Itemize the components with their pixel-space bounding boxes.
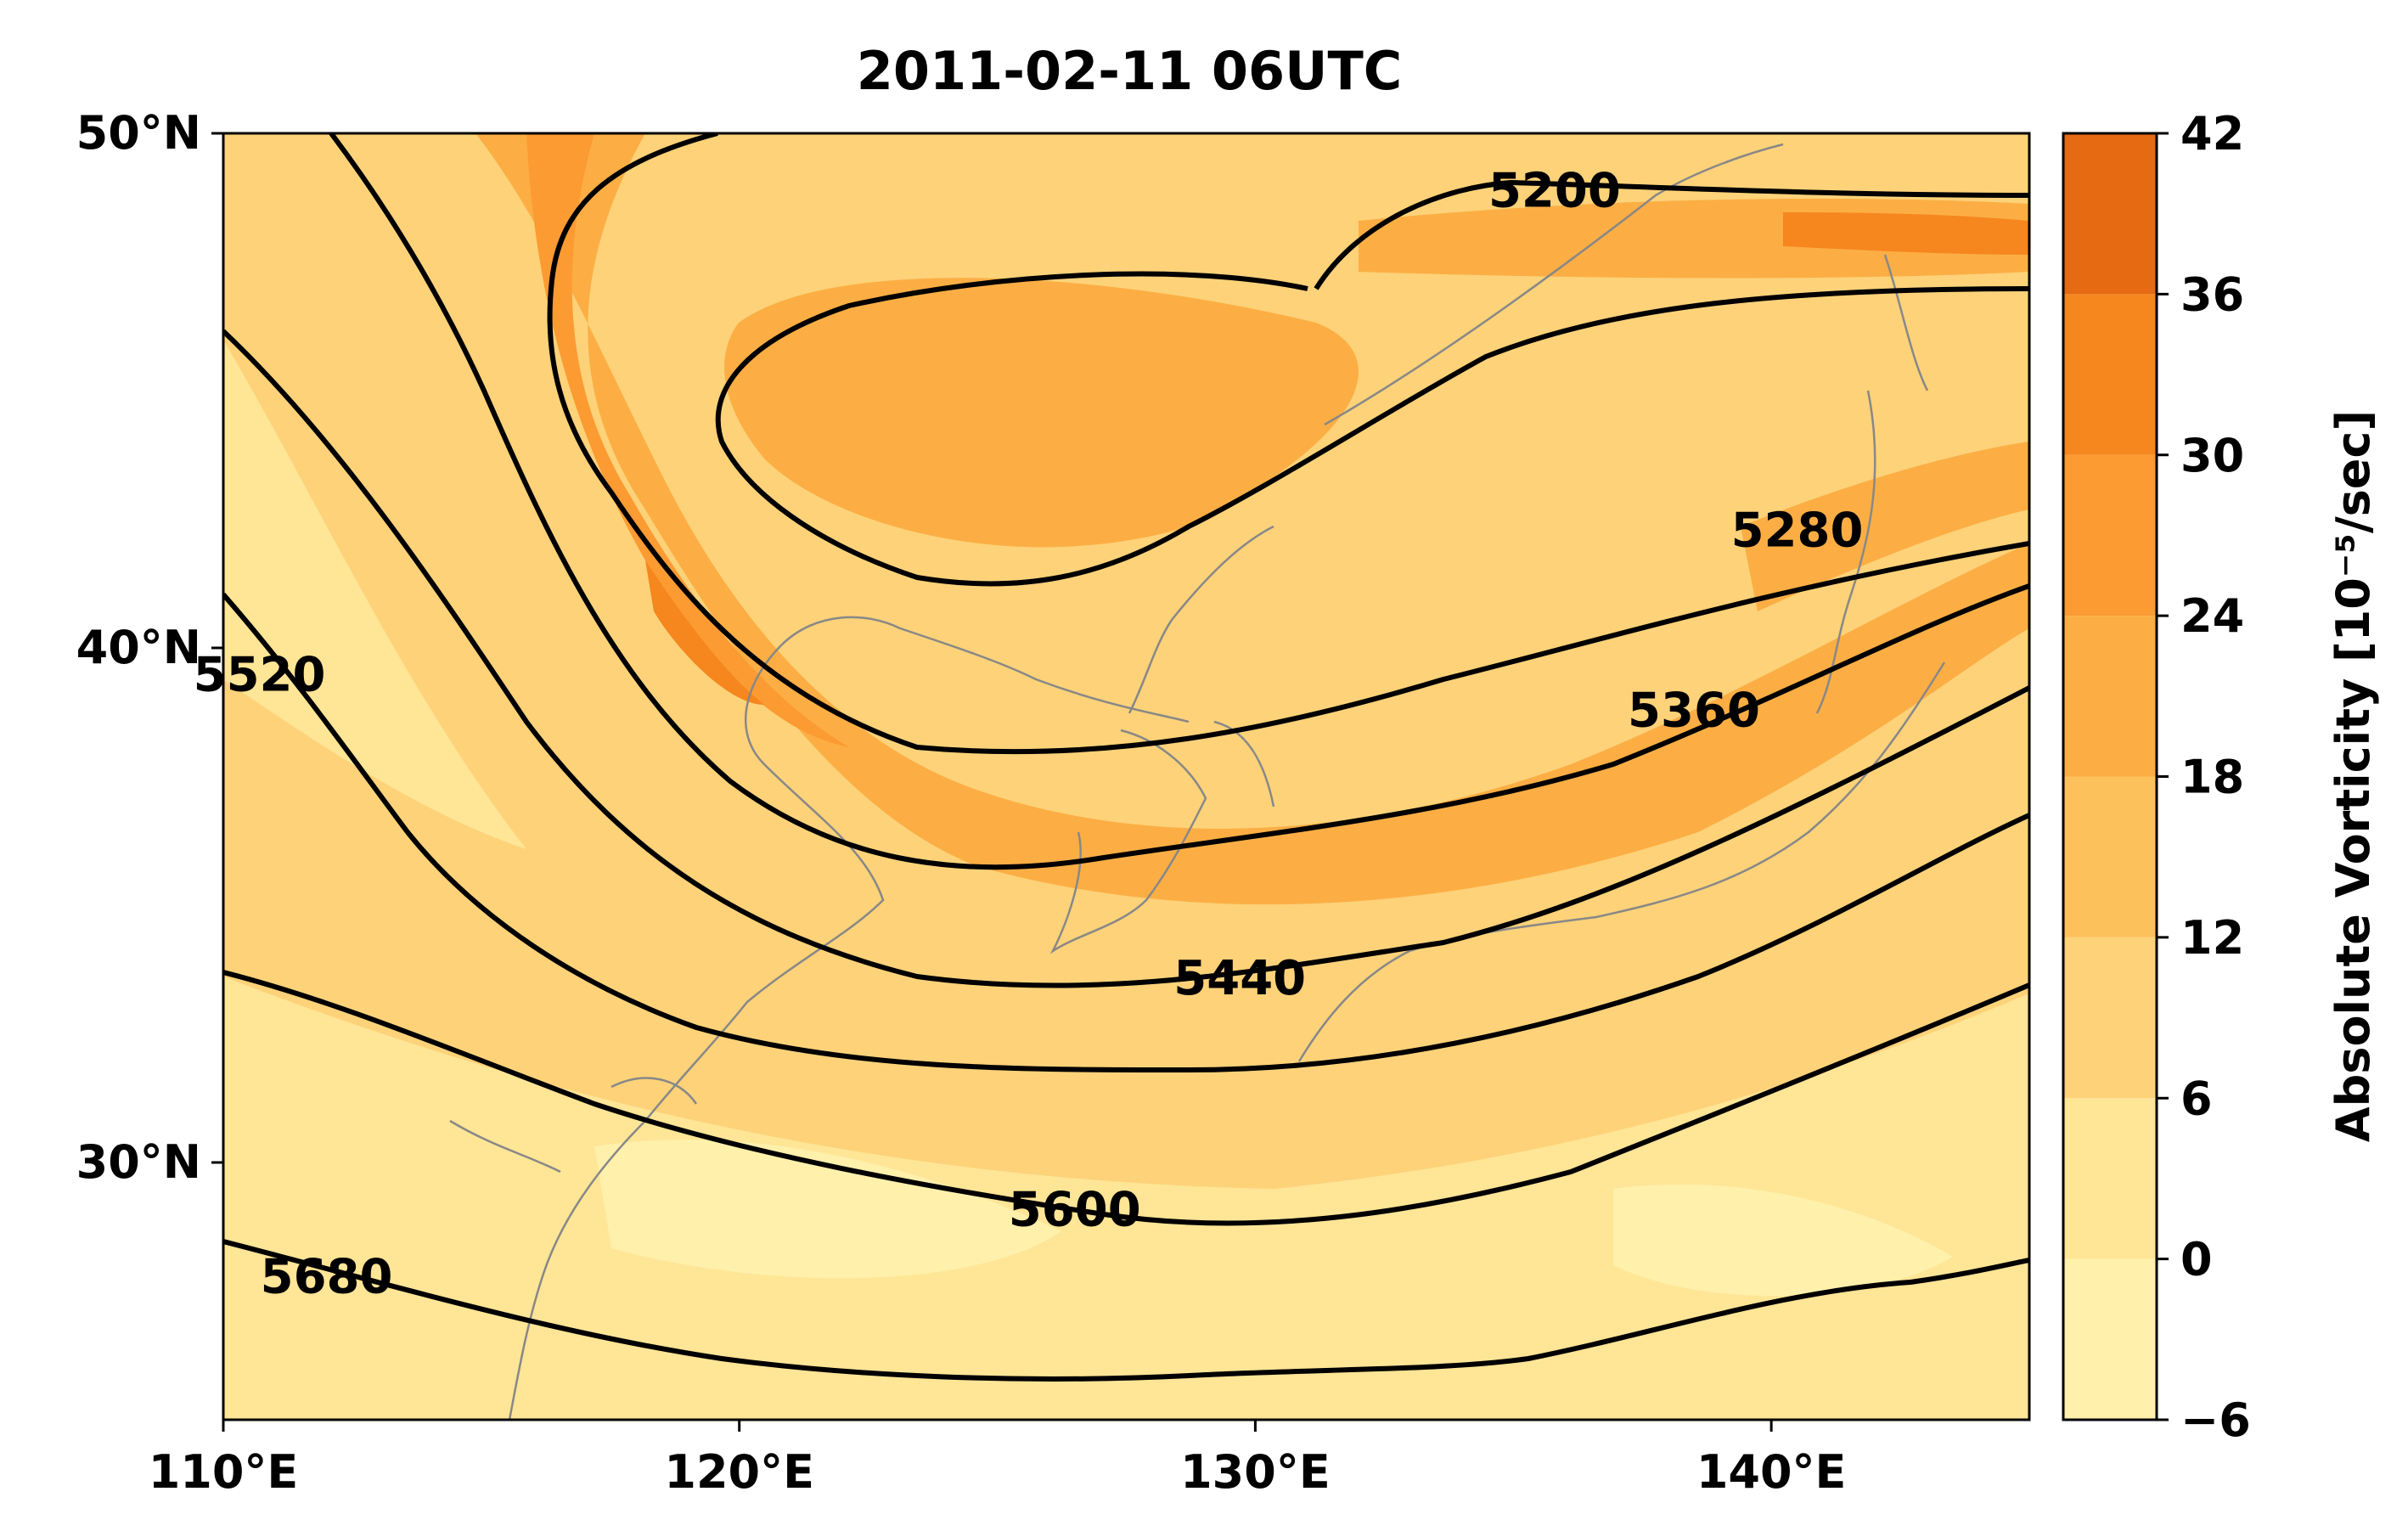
- colorbar-tick-label: 24: [2180, 589, 2244, 643]
- x-tick-label: 120°E: [664, 1445, 814, 1499]
- colorbar-tick-label: 42: [2180, 107, 2244, 160]
- colorbar-tick-label: 12: [2180, 911, 2244, 965]
- contour-label-5600: 5600: [1009, 1183, 1141, 1238]
- colorbar-segment: [2063, 133, 2157, 295]
- colorbar-tick-label: −6: [2180, 1393, 2251, 1447]
- colorbar-tick-label: 36: [2180, 267, 2244, 321]
- x-tick-label: 140°E: [1696, 1445, 1847, 1499]
- contour-line-5360: [329, 133, 2029, 870]
- contour-label-5200: 5200: [1488, 164, 1621, 219]
- contour-line-5680: [223, 1239, 2029, 1382]
- y-tick-label: 30°N: [76, 1135, 201, 1189]
- vorticity-patch-lowest: [594, 1140, 1061, 1279]
- contour-line-5520: [223, 593, 2029, 1073]
- x-tick-label: 130°E: [1180, 1445, 1331, 1499]
- vorticity-jet-north-core: [1783, 212, 2029, 255]
- colorbar-ticks: −6 0 6 12 18 24 30 36 42: [2157, 107, 2251, 1447]
- colorbar-segment: [2063, 454, 2157, 616]
- y-tick-label: 40°N: [76, 621, 201, 674]
- y-axis-ticks: 50°N 40°N 30°N: [76, 106, 223, 1189]
- colorbar-label: Absolute Vorticity [10⁻⁵/sec]: [2326, 410, 2380, 1142]
- vorticity-band-low-west: [223, 340, 526, 849]
- contour-line-5440: [223, 329, 2029, 988]
- colorbar-tick-label: 30: [2180, 429, 2244, 482]
- colorbar-tick-label: 18: [2180, 751, 2244, 804]
- contour-label-5520: 5520: [194, 647, 326, 702]
- colorbar-tick-label: 0: [2180, 1233, 2213, 1286]
- x-axis-ticks: 110°E 120°E 130°E 140°E: [149, 1420, 1847, 1499]
- vorticity-patch-lowest-2: [1613, 1184, 1953, 1297]
- colorbar-segment: [2063, 937, 2157, 1099]
- colorbar-tick-label: 6: [2180, 1072, 2213, 1125]
- height-contours: [223, 133, 2029, 1382]
- contour-label-5280: 5280: [1731, 504, 1864, 559]
- x-tick-label: 110°E: [149, 1445, 299, 1499]
- map-area: [223, 133, 2029, 1420]
- contour-line-5200: [547, 133, 2029, 755]
- colorbar-segment: [2063, 1258, 2157, 1420]
- y-tick-label: 50°N: [76, 106, 201, 160]
- map-title: 2011-02-11 06UTC: [857, 40, 1403, 102]
- contour-line-5600: [223, 970, 2029, 1226]
- contour-line-5200-north: [1314, 179, 2029, 290]
- colorbar-segment: [2063, 776, 2157, 937]
- contour-label-5360: 5360: [1628, 684, 1760, 739]
- colorbar-segment: [2063, 616, 2157, 777]
- contour-label-5680: 5680: [261, 1249, 393, 1304]
- colorbar: [2063, 133, 2157, 1420]
- contour-labels: 5200 5280 5360 5440 5520 5600 5680: [194, 164, 1864, 1305]
- colorbar-segment: [2063, 294, 2157, 455]
- map-frame: [222, 132, 2031, 1421]
- coastlines: [449, 143, 1946, 1420]
- vorticity-trough-max: [645, 560, 764, 705]
- contour-line-5200-closed: [715, 271, 2029, 587]
- contour-label-5440: 5440: [1173, 951, 1306, 1006]
- vorticity-band-low-south: [223, 977, 2029, 1420]
- vorticity-jet-east: [1741, 442, 2029, 611]
- colorbar-segment: [2063, 1098, 2157, 1259]
- vorticity-closed-low: [724, 278, 1359, 548]
